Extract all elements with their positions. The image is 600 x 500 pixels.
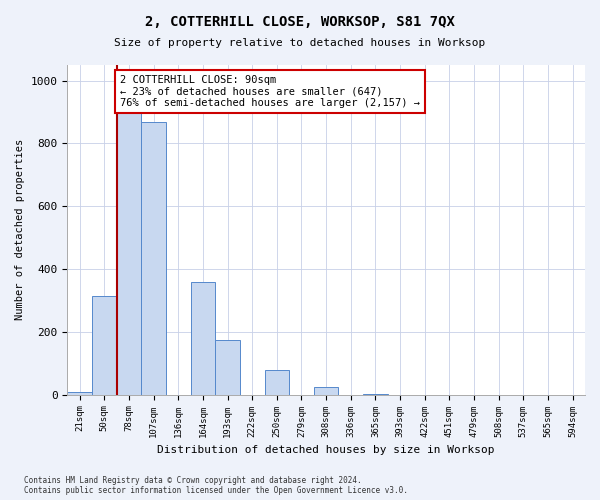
Bar xyxy=(191,282,215,395)
X-axis label: Distribution of detached houses by size in Worksop: Distribution of detached houses by size … xyxy=(157,445,495,455)
Bar xyxy=(116,84,141,394)
Bar xyxy=(67,392,92,394)
Y-axis label: Number of detached properties: Number of detached properties xyxy=(15,139,25,320)
Bar xyxy=(215,340,240,394)
Bar xyxy=(314,387,338,394)
Bar xyxy=(92,296,116,394)
Text: 2 COTTERHILL CLOSE: 90sqm
← 23% of detached houses are smaller (647)
76% of semi: 2 COTTERHILL CLOSE: 90sqm ← 23% of detac… xyxy=(120,75,420,108)
Bar xyxy=(265,370,289,394)
Text: 2, COTTERHILL CLOSE, WORKSOP, S81 7QX: 2, COTTERHILL CLOSE, WORKSOP, S81 7QX xyxy=(145,15,455,29)
Text: Size of property relative to detached houses in Worksop: Size of property relative to detached ho… xyxy=(115,38,485,48)
Text: Contains HM Land Registry data © Crown copyright and database right 2024.
Contai: Contains HM Land Registry data © Crown c… xyxy=(24,476,408,495)
Bar xyxy=(141,122,166,394)
